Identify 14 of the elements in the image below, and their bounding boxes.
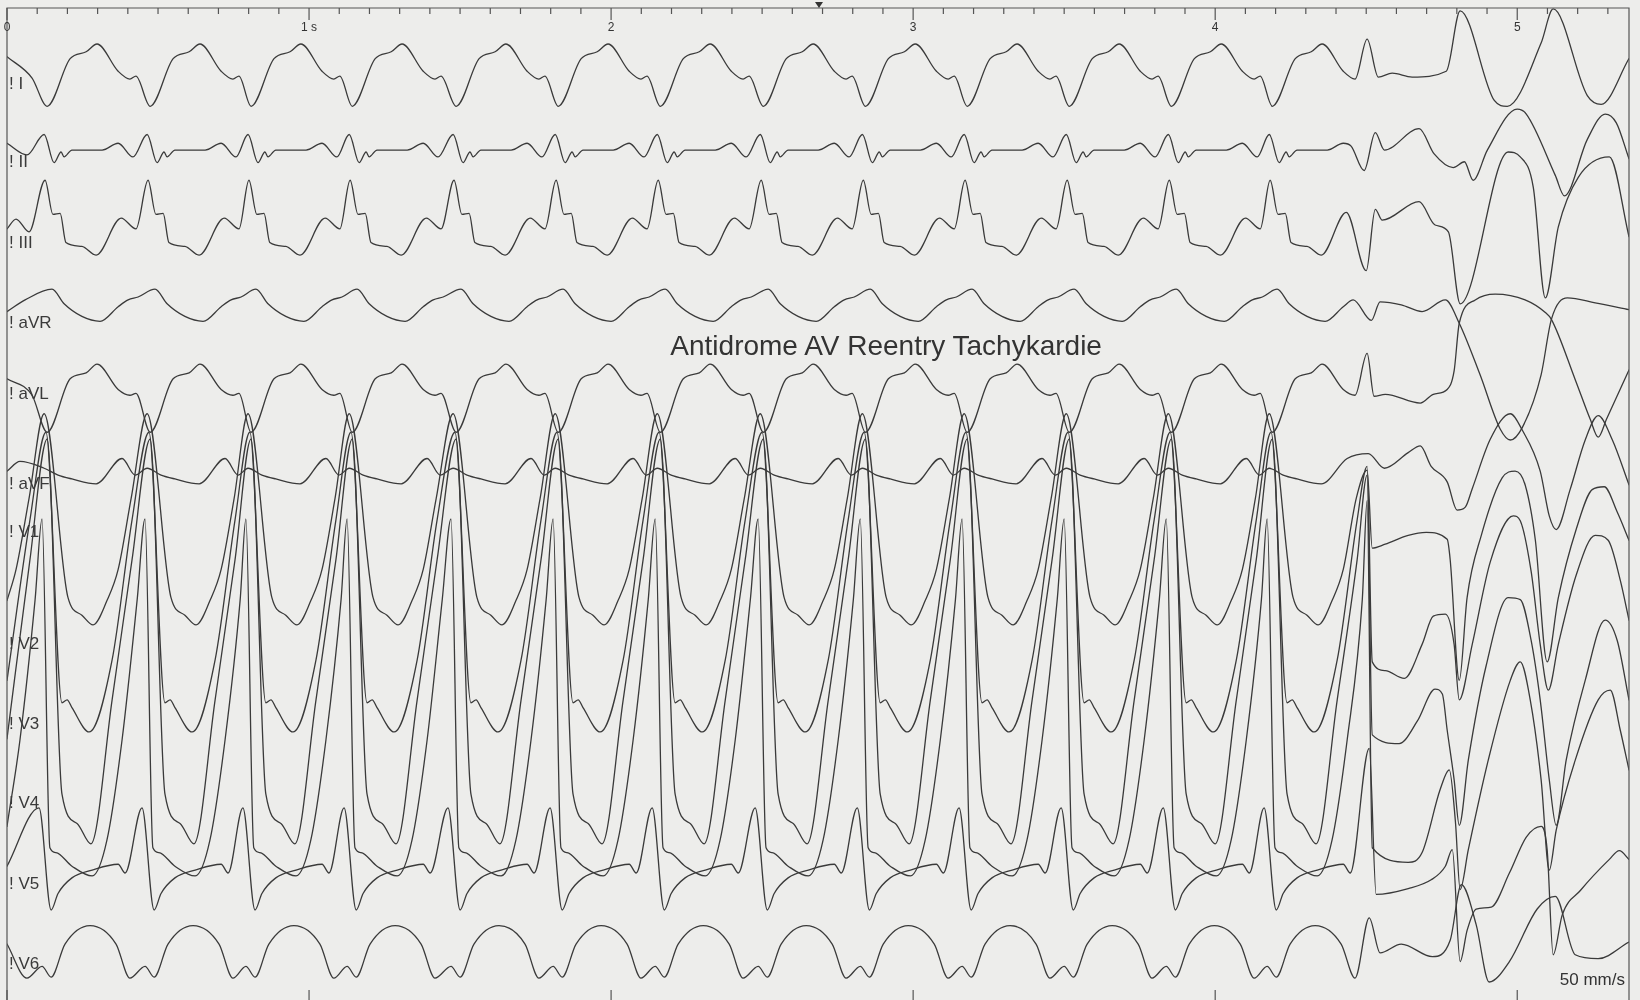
series-label: ! I: [9, 73, 24, 93]
x-tick-label: 4: [1211, 20, 1219, 35]
series-label: ! V5: [9, 873, 40, 893]
series-label: ! II: [9, 151, 28, 171]
series-label: ! III: [9, 232, 33, 252]
series-label: ! aVR: [9, 312, 52, 332]
x-tick-label: 1 s: [301, 20, 318, 35]
x-tick-label: 3: [909, 20, 917, 35]
x-tick-label: 5: [1513, 20, 1521, 35]
annotation: 50 mm/s: [1559, 970, 1625, 989]
text: Antidrome AV Reentry Tachykardie: [670, 329, 1102, 361]
series-label: ! V6: [9, 953, 40, 973]
x-tick-label: 0: [3, 20, 11, 35]
x-tick-label: 2: [607, 20, 615, 35]
